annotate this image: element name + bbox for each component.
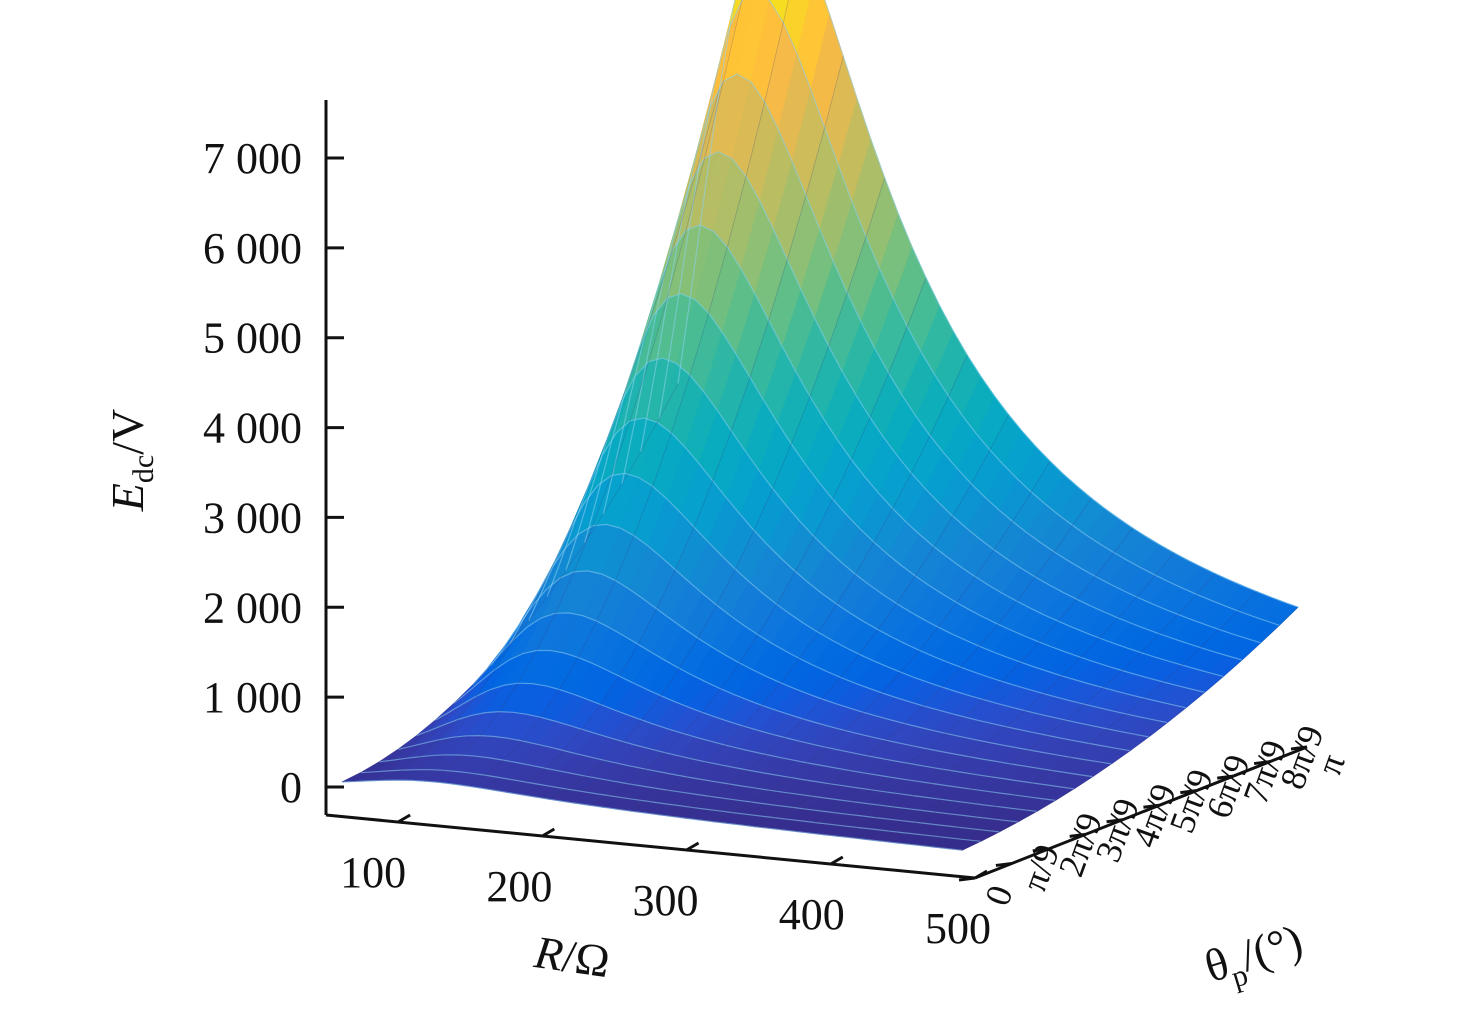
y-axis-title: θp/(°) (1199, 914, 1311, 1000)
y-tick (1217, 774, 1234, 780)
surface-gridline (453, 649, 1075, 790)
y-tick (1143, 803, 1160, 809)
surface-gridline (360, 769, 981, 842)
z-tick-label: 3 000 (203, 493, 302, 542)
surface-gridline (602, 224, 1224, 677)
x-tick (397, 813, 411, 824)
surface-gridline (507, 56, 844, 793)
surface-gridline (621, 151, 1243, 661)
z-tick-label: 6 000 (203, 224, 302, 273)
surface-gridline (796, 527, 1134, 832)
z-tick-label: 4 000 (203, 404, 302, 453)
surface-gridline (341, 383, 679, 783)
x-tick-label: 300 (633, 876, 699, 925)
y-tick (1032, 847, 1049, 853)
x-axis-title: R/Ω (530, 926, 612, 987)
surface-gridline (631, 355, 968, 812)
surface-gridline (548, 177, 886, 800)
y-tick (1106, 818, 1123, 824)
surface-gridline (424, 0, 743, 782)
surface-gridline (677, 0, 1299, 608)
surface-gridline (379, 754, 1000, 833)
surface-gridline (961, 606, 1299, 851)
surface-gridline (528, 472, 1149, 738)
y-tick (1069, 832, 1086, 838)
surface-gridline (879, 573, 1216, 842)
surface-gridline (490, 570, 1112, 765)
surface-gridline (397, 734, 1019, 823)
surface-gridline (640, 73, 1261, 644)
surface-gridline (341, 779, 963, 851)
y-tick (958, 876, 976, 882)
z-tick-label: 0 (280, 763, 302, 812)
surface-gridline (589, 277, 927, 806)
surface-gridline (546, 417, 1168, 724)
surface-gridline (755, 497, 1092, 828)
x-tick-label: 500 (925, 904, 991, 953)
y-axis-line (974, 745, 1308, 880)
y-tick (1290, 745, 1308, 751)
y-tick (1180, 789, 1197, 795)
x-tick-label: 400 (779, 890, 845, 939)
surface-gridline (434, 682, 1056, 801)
z-tick-label: 2 000 (203, 583, 302, 632)
z-tick-label: 5 000 (203, 314, 302, 363)
x-tick (685, 841, 700, 852)
z-axis-title: Edc/V (102, 409, 160, 512)
surface-gridline (383, 89, 720, 781)
y-tick (995, 861, 1013, 867)
surface-gridline (509, 523, 1131, 752)
x-tick-label: 100 (340, 848, 406, 897)
x-axis-line (325, 813, 976, 880)
x-tick (541, 827, 556, 838)
surface-plot (341, 0, 1299, 851)
surface-gridline (472, 612, 1093, 778)
surface-gridline (713, 460, 1051, 823)
x-tick-label: 200 (486, 862, 552, 911)
surface-gridline (465, 0, 789, 787)
surface-gridline (584, 293, 1205, 693)
surface-gridline (672, 414, 1010, 817)
axes: 0 1 000 2 000 3 000 4 000 5 000 6 000 7 000 100 2… (203, 100, 1353, 953)
y-tick (1253, 760, 1271, 766)
surface-gridline (658, 0, 1280, 626)
x-tick (830, 855, 844, 866)
z-tick-label: 1 000 (203, 673, 302, 722)
surface-gridline (565, 357, 1187, 709)
z-tick-label: 7 000 (203, 134, 302, 183)
surface-gridline (416, 710, 1037, 812)
axis-labels: Edc/V R/Ω θp/(°) (102, 409, 1311, 1000)
surface-gridline (920, 591, 1257, 846)
surface-gridline (837, 552, 1175, 837)
